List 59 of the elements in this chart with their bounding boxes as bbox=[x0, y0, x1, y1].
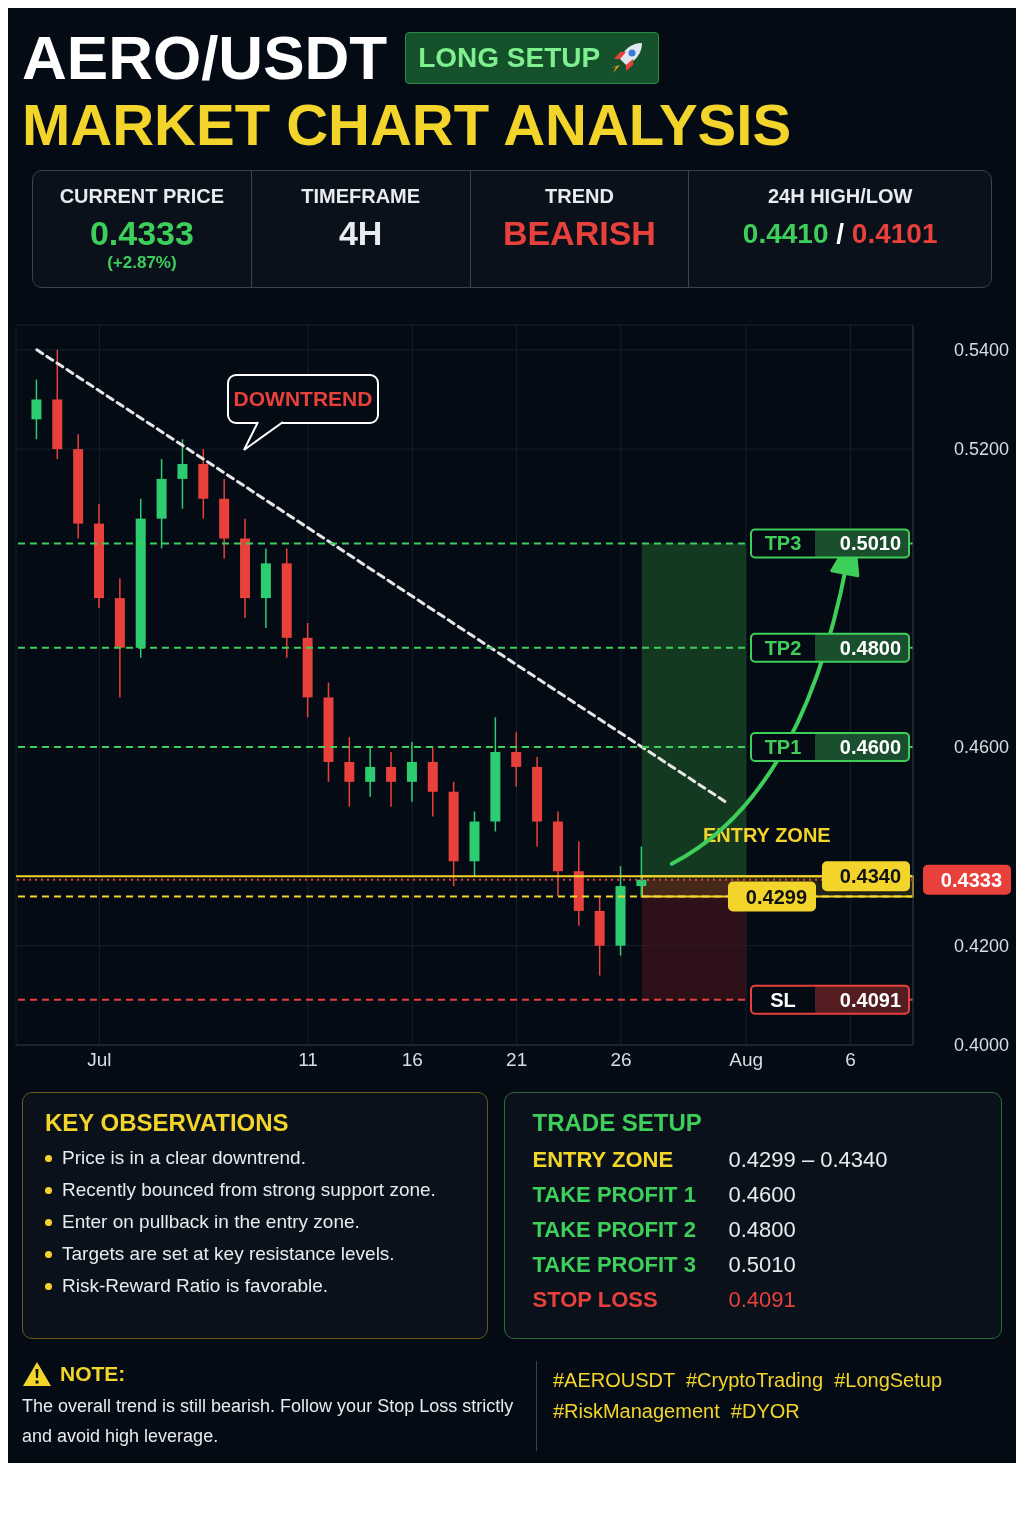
text: TAKE PROFIT 3 bbox=[532, 1252, 697, 1278]
text: KEY OBSERVATIONS bbox=[45, 1109, 290, 1137]
y-tick-label: 0.4600 bbox=[953, 737, 1009, 758]
text: 24H HIGH/LOW bbox=[766, 185, 914, 208]
text: (+2.87%) bbox=[106, 253, 178, 273]
text: / bbox=[836, 218, 845, 249]
text: 0.4410 bbox=[742, 218, 829, 249]
text: STOP LOSS bbox=[532, 1287, 659, 1313]
text: TRADE SETUP bbox=[532, 1109, 703, 1137]
text: Targets are set at key resistance levels. bbox=[62, 1243, 395, 1265]
text: Price is in a clear downtrend. bbox=[62, 1147, 306, 1169]
text: TAKE PROFIT 2 bbox=[532, 1217, 697, 1243]
annotation: DOWNTREND bbox=[233, 387, 373, 410]
annotation: 0.4091 bbox=[839, 988, 901, 1011]
text: TP3 bbox=[764, 532, 802, 555]
x-tick-label: Jul bbox=[87, 1049, 112, 1071]
x-tick-label: 26 bbox=[610, 1049, 632, 1071]
text: 0.4299 – 0.4340 bbox=[728, 1147, 888, 1173]
text: 4H bbox=[337, 214, 384, 253]
text: 0.5010 bbox=[728, 1252, 796, 1277]
ref-line-label: 0.4299 bbox=[745, 885, 807, 908]
annotation: 0.4800 bbox=[839, 636, 901, 659]
text: 0.4101 bbox=[851, 218, 938, 249]
annotation: 0.5010 bbox=[839, 532, 901, 555]
y-tick-label: 0.4000 bbox=[953, 1035, 1009, 1055]
text: 0.4333 bbox=[88, 214, 195, 253]
x-tick-label: 21 bbox=[506, 1049, 528, 1071]
text: TREND bbox=[543, 185, 615, 208]
x-tick-label: Aug bbox=[729, 1049, 764, 1071]
text: LONG SETUP bbox=[418, 42, 601, 74]
y-tick-label: 0.5200 bbox=[953, 439, 1009, 460]
text: 0.4091 bbox=[728, 1287, 796, 1312]
x-tick-label: 11 bbox=[298, 1049, 318, 1071]
text: TP1 bbox=[764, 736, 802, 759]
x-tick-label: 16 bbox=[401, 1049, 423, 1071]
text: Risk-Reward Ratio is favorable. bbox=[62, 1275, 329, 1297]
text: 0.4800 bbox=[728, 1217, 796, 1242]
text: #AEROUSDT #CryptoTrading #LongSetup bbox=[552, 1369, 944, 1392]
text: #RiskManagement #DYOR bbox=[552, 1400, 801, 1423]
x-tick-label: 6 bbox=[845, 1049, 856, 1071]
chart-title: AERO/USDT bbox=[22, 23, 388, 92]
text: NOTE: bbox=[60, 1362, 126, 1386]
text: The overall trend is still bearish. Follow your Stop Loss strictly and avoid high leverage. bbox=[22, 1395, 515, 1448]
text: SL bbox=[770, 988, 796, 1011]
ref-line-label: 0.4333 bbox=[940, 868, 1002, 891]
text: CURRENT PRICE bbox=[58, 185, 226, 208]
ref-line-label: 0.4340 bbox=[839, 865, 901, 888]
text: TAKE PROFIT 1 bbox=[532, 1182, 697, 1208]
text: Recently bounced from strong support zone. bbox=[62, 1179, 436, 1201]
annotation: 0.4600 bbox=[839, 736, 901, 759]
text: Enter on pullback in the entry zone. bbox=[62, 1211, 360, 1233]
chart-subtitle: MARKET CHART ANALYSIS bbox=[22, 92, 793, 158]
text: ENTRY ZONE bbox=[532, 1147, 675, 1173]
y-tick-label: 0.4200 bbox=[953, 935, 1009, 956]
text: BEARISH bbox=[501, 214, 657, 253]
text: 0.4600 bbox=[728, 1182, 796, 1207]
text: TP2 bbox=[764, 636, 802, 659]
y-tick-label: 0.5400 bbox=[953, 339, 1009, 360]
text: TIMEFRAME bbox=[300, 185, 422, 208]
